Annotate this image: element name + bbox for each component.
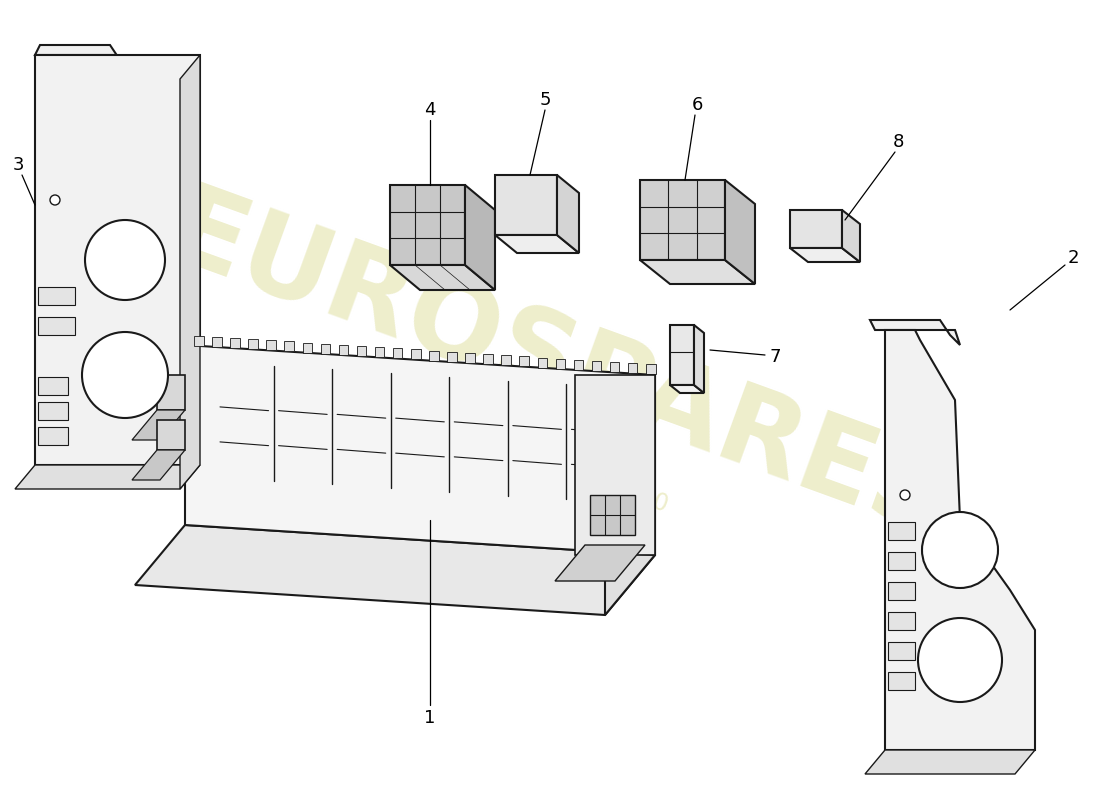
Polygon shape <box>888 612 915 630</box>
Polygon shape <box>888 552 915 570</box>
Polygon shape <box>180 55 200 489</box>
Text: 2: 2 <box>1067 249 1079 267</box>
Polygon shape <box>411 350 420 359</box>
Text: 4: 4 <box>425 101 436 119</box>
Polygon shape <box>640 180 725 260</box>
Polygon shape <box>447 352 456 362</box>
Polygon shape <box>888 642 915 660</box>
Polygon shape <box>888 522 915 540</box>
Polygon shape <box>670 385 704 393</box>
Polygon shape <box>230 338 240 348</box>
Polygon shape <box>390 185 465 265</box>
Text: 1: 1 <box>425 709 436 727</box>
Polygon shape <box>429 350 439 361</box>
Polygon shape <box>790 210 842 248</box>
Polygon shape <box>495 175 557 235</box>
Polygon shape <box>495 235 579 253</box>
Polygon shape <box>39 377 68 395</box>
Polygon shape <box>285 342 294 351</box>
Polygon shape <box>135 525 654 615</box>
Polygon shape <box>556 358 565 369</box>
Polygon shape <box>132 410 185 440</box>
Polygon shape <box>132 450 185 480</box>
Circle shape <box>918 618 1002 702</box>
Polygon shape <box>212 337 222 346</box>
Polygon shape <box>886 330 1035 750</box>
Polygon shape <box>15 465 200 489</box>
Polygon shape <box>609 362 619 372</box>
Polygon shape <box>194 335 204 346</box>
Circle shape <box>922 512 998 588</box>
Polygon shape <box>538 358 547 367</box>
Polygon shape <box>339 345 349 355</box>
Polygon shape <box>694 325 704 393</box>
Polygon shape <box>483 354 493 364</box>
Text: 3: 3 <box>12 156 24 174</box>
Polygon shape <box>790 248 860 262</box>
Polygon shape <box>502 355 510 365</box>
Polygon shape <box>590 495 635 535</box>
Text: 6: 6 <box>691 96 703 114</box>
Polygon shape <box>575 375 654 555</box>
Polygon shape <box>390 265 495 290</box>
Polygon shape <box>185 345 654 555</box>
Polygon shape <box>39 402 68 420</box>
Circle shape <box>85 220 165 300</box>
Circle shape <box>900 490 910 500</box>
Polygon shape <box>157 420 185 450</box>
Polygon shape <box>266 340 276 350</box>
Polygon shape <box>35 55 200 465</box>
Polygon shape <box>888 582 915 600</box>
Polygon shape <box>725 180 755 284</box>
Polygon shape <box>574 360 583 370</box>
Polygon shape <box>670 325 694 385</box>
Polygon shape <box>888 672 915 690</box>
Text: 7: 7 <box>769 348 781 366</box>
Circle shape <box>82 332 168 418</box>
Polygon shape <box>465 185 495 290</box>
Polygon shape <box>865 750 1035 774</box>
Polygon shape <box>605 375 654 615</box>
Polygon shape <box>39 287 75 305</box>
Polygon shape <box>640 260 755 284</box>
Polygon shape <box>393 348 403 358</box>
Text: a passion for parts since 1990: a passion for parts since 1990 <box>328 373 672 518</box>
Polygon shape <box>465 353 475 363</box>
Polygon shape <box>592 361 602 371</box>
Polygon shape <box>628 363 638 374</box>
Polygon shape <box>39 317 75 335</box>
Polygon shape <box>375 347 384 357</box>
Polygon shape <box>35 45 120 60</box>
Polygon shape <box>870 320 960 345</box>
Polygon shape <box>557 175 579 253</box>
Circle shape <box>50 195 60 205</box>
Text: 8: 8 <box>892 133 904 151</box>
Polygon shape <box>646 365 656 374</box>
Polygon shape <box>556 545 645 581</box>
Polygon shape <box>39 427 68 445</box>
Polygon shape <box>519 356 529 366</box>
Polygon shape <box>320 344 330 354</box>
Text: EUROSPARES: EUROSPARES <box>154 178 966 562</box>
Polygon shape <box>157 375 185 410</box>
Polygon shape <box>249 339 257 349</box>
Polygon shape <box>842 210 860 262</box>
Polygon shape <box>302 342 312 353</box>
Polygon shape <box>356 346 366 356</box>
Text: 5: 5 <box>539 91 551 109</box>
